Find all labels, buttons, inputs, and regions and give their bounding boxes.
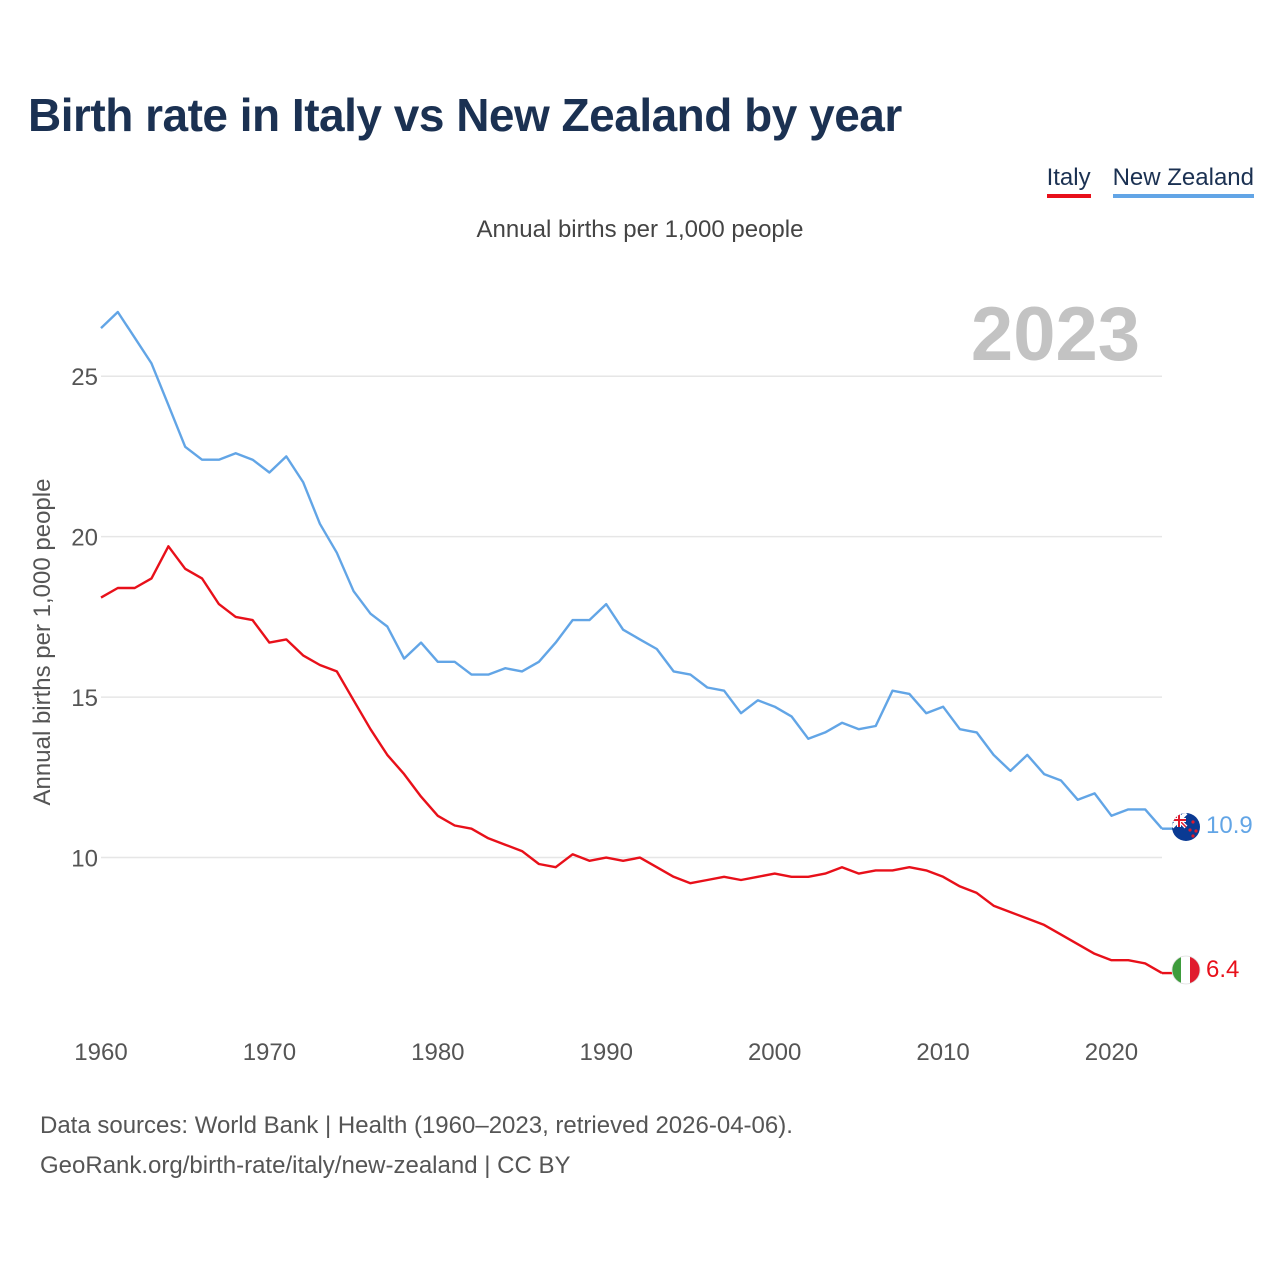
source-note: Data sources: World Bank | Health (1960–…: [40, 1106, 793, 1186]
series-line-italy[interactable]: [100, 545, 1163, 975]
legend-item-italy[interactable]: Italy: [1046, 164, 1091, 198]
line-chart: 10 15 20 25 1960 1970 1980 1990 2000 2010 2020 20…: [29, 292, 1253, 1066]
x-tick-label: 1990: [580, 1039, 633, 1066]
source-line-1: Data sources: World Bank | Health (1960–…: [40, 1112, 793, 1139]
grid-lines: [101, 375, 1162, 859]
source-line-2[interactable]: GeoRank.org/birth-rate/italy/new-zealand…: [40, 1152, 571, 1179]
legend-item-new-zealand[interactable]: New Zealand: [1112, 164, 1254, 198]
end-label-italy: 6.4: [1206, 956, 1239, 983]
y-tick-label: 15: [71, 685, 98, 712]
new-zealand-flag-icon: [1172, 813, 1200, 841]
chart-title: Birth rate in Italy vs New Zealand by ye…: [28, 89, 902, 141]
y-tick-label: 20: [71, 525, 98, 552]
x-tick-label: 2020: [1085, 1039, 1138, 1066]
y-axis-label: Annual births per 1,000 people: [29, 479, 56, 806]
x-tick-label: 1980: [411, 1039, 464, 1066]
y-axis-ticks: 10 15 20 25: [71, 364, 98, 872]
x-axis-ticks: 1960 1970 1980 1990 2000 2010 2020: [74, 1039, 1138, 1066]
x-tick-label: 1960: [74, 1039, 127, 1066]
legend: Italy New Zealand: [1046, 164, 1254, 198]
x-tick-label: 1970: [243, 1039, 296, 1066]
series-line-new-zealand[interactable]: [100, 310, 1163, 830]
y-tick-label: 10: [71, 846, 98, 873]
chart-subtitle: Annual births per 1,000 people: [476, 216, 804, 243]
italy-flag-icon: [1171, 955, 1201, 985]
x-tick-label: 2010: [916, 1039, 969, 1066]
year-watermark: 2023: [971, 292, 1140, 377]
x-tick-label: 2000: [748, 1039, 801, 1066]
y-tick-label: 25: [71, 364, 98, 391]
end-label-new-zealand: 10.9: [1206, 812, 1253, 839]
